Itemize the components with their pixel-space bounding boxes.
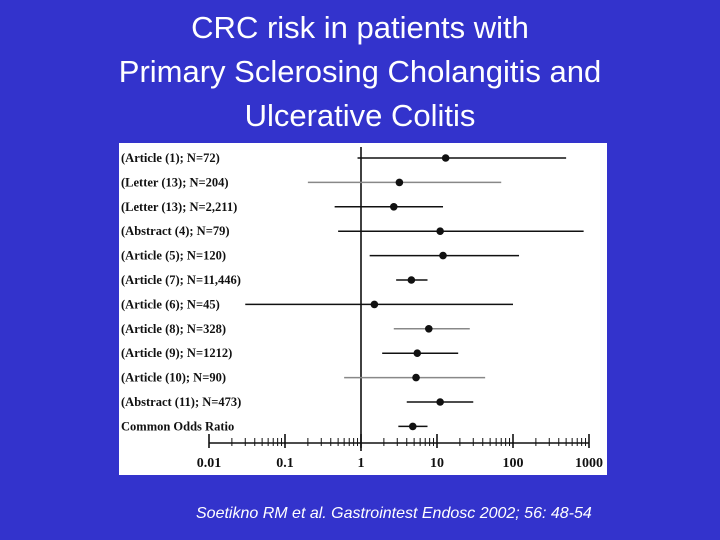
title-line-1: CRC risk in patients with [191, 10, 529, 45]
title-line-3: Ulcerative Colitis [244, 98, 476, 133]
odds-ratio-point [412, 373, 420, 382]
odds-ratio-point [424, 325, 433, 333]
row-label: (Article (10); N=90) [121, 371, 226, 385]
odds-ratio-point [408, 422, 417, 431]
row-label: (Article (1); N=72) [121, 151, 220, 165]
x-tick-label: 1000 [575, 456, 603, 471]
forest-plot-svg: 0.01 0.1 1 10 100 1000 (Article (1); N=72) (Let… [121, 147, 603, 471]
odds-ratio-point [370, 300, 379, 309]
odds-ratio-point [436, 227, 444, 235]
citation: Soetikno RM et al. Gastrointest Endosc 2… [196, 505, 592, 522]
slide-title: CRC risk in patients with Primary Sclero… [0, 6, 720, 138]
row-label: (Article (5); N=120) [121, 249, 226, 263]
x-tick-label: 1 [358, 456, 365, 471]
odds-ratio-point [441, 154, 450, 162]
row-label: (Abstract (11); N=473) [121, 395, 241, 409]
row-label: (Article (7); N=11,446) [121, 273, 241, 287]
odds-ratio-point [439, 251, 447, 260]
row-label: (Article (9); N=1212) [121, 346, 232, 360]
x-tick-label: 0.01 [197, 456, 222, 471]
row-label: (Abstract (4); N=79) [121, 224, 229, 238]
row-label: (Article (6); N=45) [121, 297, 220, 311]
row-label: Common Odds Ratio [121, 419, 234, 433]
row-label: (Article (8); N=328) [121, 322, 226, 336]
title-line-2: Primary Sclerosing Cholangitis and [118, 54, 602, 89]
odds-ratio-point [413, 349, 422, 357]
odds-ratio-point [389, 203, 398, 211]
row-label: (Letter (13); N=204) [121, 175, 229, 189]
odds-ratio-point [436, 398, 444, 406]
row-label: (Letter (13); N=2,211) [121, 200, 237, 214]
x-tick-label: 10 [430, 456, 444, 471]
x-tick-label: 100 [503, 456, 524, 471]
x-tick-label: 0.1 [276, 456, 294, 471]
odds-ratio-point [407, 276, 416, 284]
odds-ratio-point [395, 178, 404, 187]
forest-plot: 0.01 0.1 1 10 100 1000 (Article (1); N=72) (Let… [119, 143, 607, 475]
